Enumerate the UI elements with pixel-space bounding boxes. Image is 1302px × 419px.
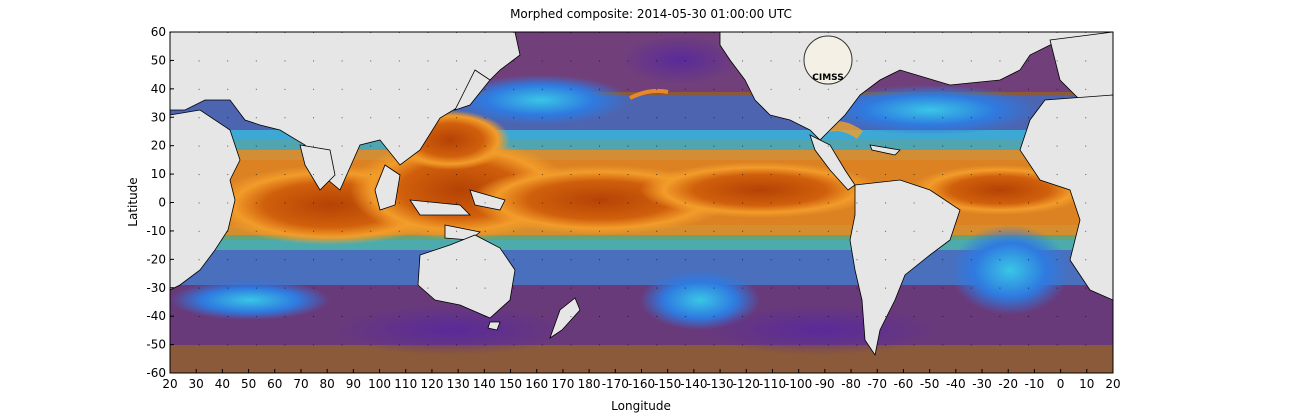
- map-title: Morphed composite: 2014-05-30 01:00:00 U…: [510, 7, 792, 21]
- y-tick-label: 50: [151, 53, 166, 67]
- x-axis-ticks: 20 30 40 50 60 70 80 90 100 110 120 130 140 150 160 170…: [162, 369, 1121, 391]
- y-axis-label: Latitude: [126, 177, 140, 226]
- y-tick-label: 40: [151, 82, 166, 96]
- x-tick-label: 30: [189, 377, 204, 391]
- x-tick-label: 100: [368, 377, 391, 391]
- x-tick-label: 60: [267, 377, 282, 391]
- cimss-logo: CIMSS: [803, 35, 853, 85]
- x-tick-label: 140: [473, 377, 496, 391]
- x-tick-label: -10: [1025, 377, 1045, 391]
- x-tick-label: 160: [525, 377, 548, 391]
- x-tick-label: 40: [215, 377, 230, 391]
- y-tick-label: -20: [146, 252, 166, 266]
- y-tick-label: -10: [146, 224, 166, 238]
- x-tick-label: 20: [162, 377, 177, 391]
- x-tick-label: -90: [815, 377, 835, 391]
- x-tick-label: 120: [420, 377, 443, 391]
- y-tick-label: 30: [151, 110, 166, 124]
- x-tick-label: 20: [1105, 377, 1120, 391]
- y-tick-label: -30: [146, 281, 166, 295]
- x-tick-label: -50: [920, 377, 940, 391]
- x-tick-label: -170: [602, 377, 629, 391]
- y-tick-label: -40: [146, 309, 166, 323]
- x-tick-label: 80: [320, 377, 335, 391]
- x-tick-label: 10: [1079, 377, 1094, 391]
- y-tick-label: 60: [151, 25, 166, 39]
- y-tick-label: -50: [146, 338, 166, 352]
- x-tick-label: -120: [733, 377, 760, 391]
- y-tick-label: 10: [151, 167, 166, 181]
- x-tick-label: -20: [998, 377, 1018, 391]
- y-tick-label: 0: [158, 196, 166, 210]
- x-axis-label: Longitude: [611, 399, 671, 413]
- x-tick-label: 50: [241, 377, 256, 391]
- y-tick-label: -60: [146, 366, 166, 380]
- x-tick-label: -130: [706, 377, 733, 391]
- svg-text:CIMSS: CIMSS: [812, 73, 843, 83]
- x-tick-label: 0: [1057, 377, 1065, 391]
- x-tick-label: 70: [293, 377, 308, 391]
- y-axis-ticks: 60 50 40 30 20 10 0 -10 -20 -30 -40 -50 -60: [146, 25, 174, 380]
- y-tick-label: 20: [151, 139, 166, 153]
- x-tick-label: 180: [578, 377, 601, 391]
- x-tick-label: -140: [680, 377, 707, 391]
- x-tick-label: -110: [759, 377, 786, 391]
- x-tick-label: 150: [499, 377, 522, 391]
- x-tick-label: -40: [946, 377, 966, 391]
- x-tick-label: -160: [628, 377, 655, 391]
- x-tick-label: 110: [394, 377, 417, 391]
- x-tick-label: 90: [346, 377, 361, 391]
- x-tick-label: -80: [841, 377, 861, 391]
- x-tick-label: -60: [894, 377, 914, 391]
- x-tick-label: -150: [654, 377, 681, 391]
- x-tick-label: -100: [785, 377, 812, 391]
- x-tick-label: -70: [867, 377, 887, 391]
- x-tick-label: 130: [447, 377, 470, 391]
- x-tick-label: -30: [972, 377, 992, 391]
- x-tick-label: 170: [551, 377, 574, 391]
